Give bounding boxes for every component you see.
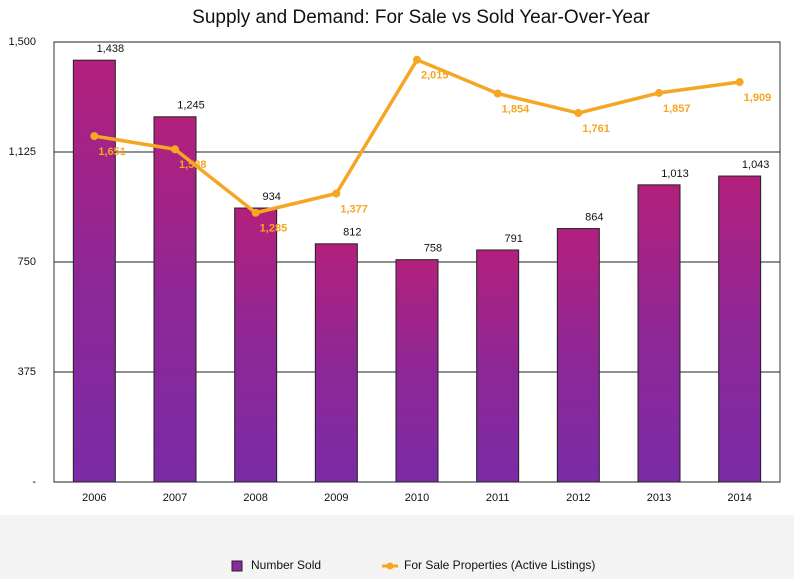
line-marker [493, 89, 502, 98]
line-marker [413, 55, 421, 64]
bar [234, 207, 278, 483]
chart-title: Supply and Demand: For Sale vs Sold Year… [192, 7, 650, 28]
line-marker [574, 109, 583, 118]
y-tick-label: 1,500 [8, 36, 36, 48]
x-tick-label: 2008 [243, 492, 267, 504]
bar-value-label: 812 [343, 227, 361, 239]
bar-value-label: 791 [504, 233, 522, 245]
legend-swatch-marker [386, 562, 394, 570]
legend-background [0, 515, 794, 579]
y-tick-label: - [32, 476, 36, 488]
y-tick-label: 750 [18, 256, 36, 268]
bar [72, 59, 116, 483]
bar-value-label: 1,043 [742, 159, 770, 171]
line-marker [735, 78, 744, 87]
bar-value-label: 934 [262, 191, 280, 203]
bar-value-label: 758 [424, 243, 442, 255]
bar [153, 116, 197, 483]
bar [314, 243, 358, 483]
legend-swatch [231, 560, 243, 572]
bar-value-label: 1,438 [97, 43, 125, 55]
y-tick-label: 1,125 [8, 146, 36, 158]
line-marker [90, 132, 99, 141]
bar [476, 249, 520, 483]
line-value-label: 1,761 [582, 123, 610, 135]
line-value-label: 1,909 [744, 92, 772, 104]
x-tick-label: 2010 [405, 492, 429, 504]
x-tick-label: 2007 [163, 492, 187, 504]
line-marker [171, 145, 179, 154]
bar-value-label: 864 [585, 211, 603, 223]
bar-value-label: 1,013 [661, 168, 689, 180]
legend-label: Number Sold [251, 558, 321, 572]
x-tick-label: 2012 [566, 492, 590, 504]
line-value-label: 2,015 [421, 70, 449, 82]
bar [718, 175, 762, 483]
line-value-label: 1,285 [260, 223, 288, 235]
line-value-label: 1,854 [502, 103, 530, 115]
y-tick-label: 375 [18, 366, 36, 378]
x-tick-label: 2006 [82, 492, 106, 504]
bar [556, 228, 600, 483]
x-tick-label: 2013 [647, 492, 671, 504]
line-marker [655, 88, 663, 97]
bar-value-label: 1,245 [177, 100, 205, 112]
x-tick-label: 2011 [486, 492, 510, 504]
line-marker [251, 208, 260, 217]
legend-label: For Sale Properties (Active Listings) [404, 558, 595, 572]
x-tick-label: 2014 [727, 492, 751, 504]
line-value-label: 1,588 [179, 159, 207, 171]
line-marker [332, 189, 341, 198]
line-value-label: 1,651 [98, 146, 126, 158]
line-value-label: 1,377 [340, 203, 368, 215]
bar [637, 184, 681, 483]
bar [395, 259, 439, 483]
line-value-label: 1,857 [663, 103, 691, 115]
x-tick-label: 2009 [324, 492, 348, 504]
